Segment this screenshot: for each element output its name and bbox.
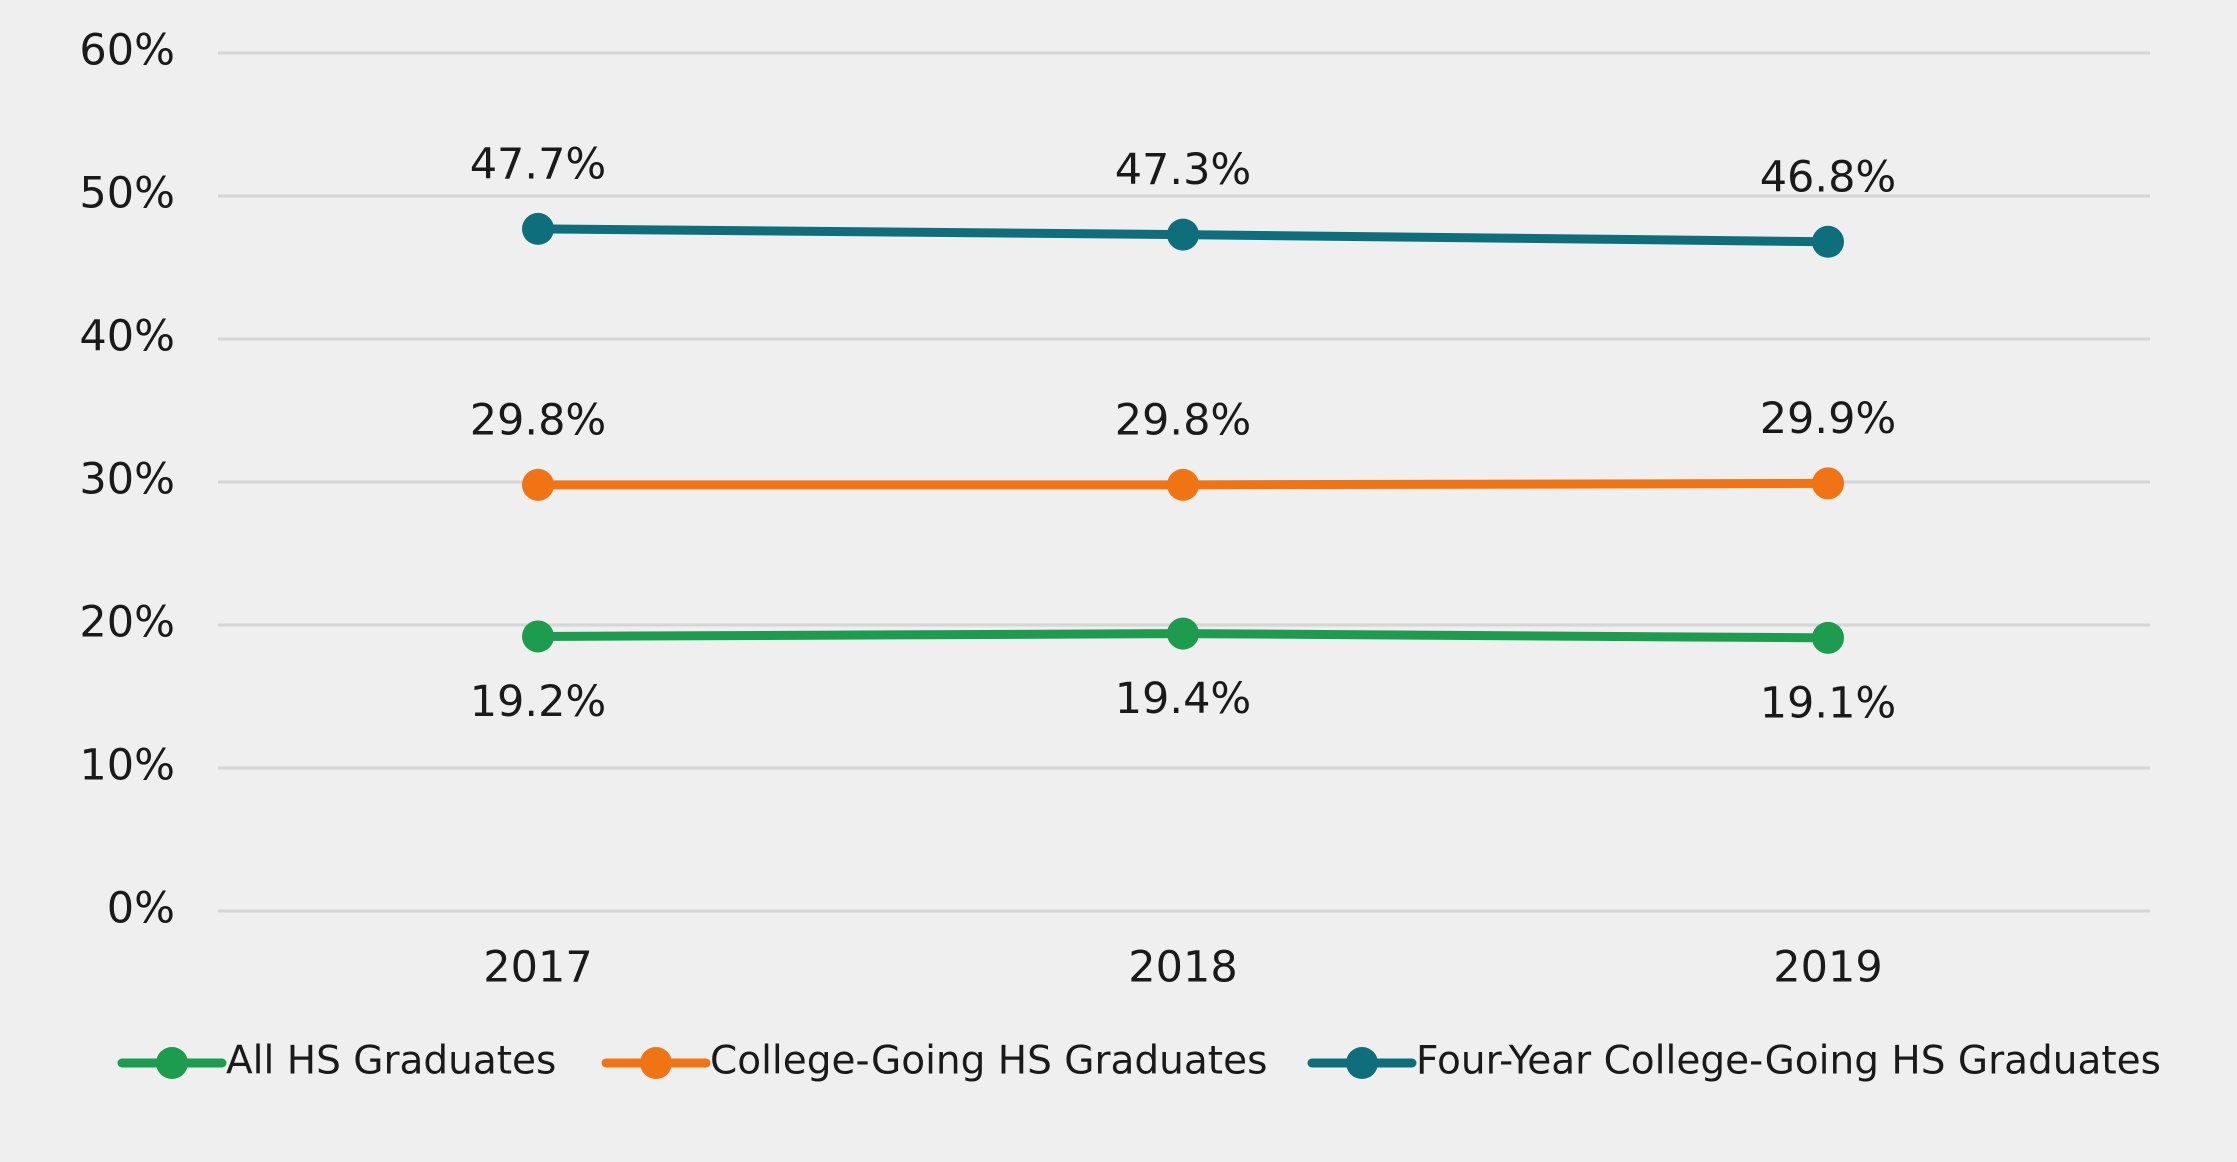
y-tick-label: 10%	[79, 741, 175, 791]
data-label: 19.1%	[1760, 678, 1897, 728]
legend-label: College-Going HS Graduates	[710, 1039, 1267, 1084]
x-tick-label: 2018	[1128, 943, 1237, 993]
legend-swatch-marker	[640, 1047, 672, 1079]
legend: All HS Graduates College-Going HS Graduat…	[117, 1039, 2161, 1084]
legend-label: Four-Year College-Going HS Graduates	[1416, 1039, 2161, 1084]
data-label: 29.8%	[1115, 395, 1252, 445]
data-label: 47.3%	[1115, 145, 1252, 195]
data-point	[1812, 467, 1844, 500]
y-tick-label: 50%	[79, 169, 175, 219]
data-point	[522, 620, 554, 653]
series-lines	[522, 212, 1844, 654]
data-point	[1812, 225, 1844, 258]
data-point	[1167, 468, 1199, 501]
x-axis-ticks: 2017 2018 2019	[483, 943, 1882, 993]
data-label: 29.8%	[470, 395, 607, 445]
data-point	[1167, 218, 1199, 251]
x-tick-label: 2019	[1773, 943, 1882, 993]
legend-label: All HS Graduates	[226, 1039, 556, 1084]
y-tick-label: 60%	[79, 26, 175, 76]
data-label: 47.7%	[470, 139, 607, 189]
y-axis-ticks: 0% 10% 20% 30% 40% 50% 60%	[79, 26, 175, 934]
y-tick-label: 40%	[79, 312, 175, 362]
data-point	[522, 468, 554, 501]
data-labels: 19.2% 19.4% 19.1% 29.8% 29.8% 29.9% 47.7% 47.3%…	[470, 139, 1897, 728]
data-point	[1812, 621, 1844, 654]
data-point	[1167, 617, 1199, 650]
legend-swatch-marker	[1346, 1047, 1378, 1079]
legend-swatch-marker	[156, 1047, 188, 1079]
y-tick-label: 30%	[79, 455, 175, 505]
data-label: 29.9%	[1760, 394, 1897, 444]
data-label: 19.4%	[1115, 674, 1252, 724]
data-point	[522, 212, 554, 245]
data-label: 19.2%	[470, 677, 607, 727]
x-tick-label: 2017	[483, 943, 592, 993]
y-tick-label: 20%	[79, 598, 175, 648]
y-tick-label: 0%	[107, 884, 175, 934]
data-label: 46.8%	[1760, 152, 1897, 202]
